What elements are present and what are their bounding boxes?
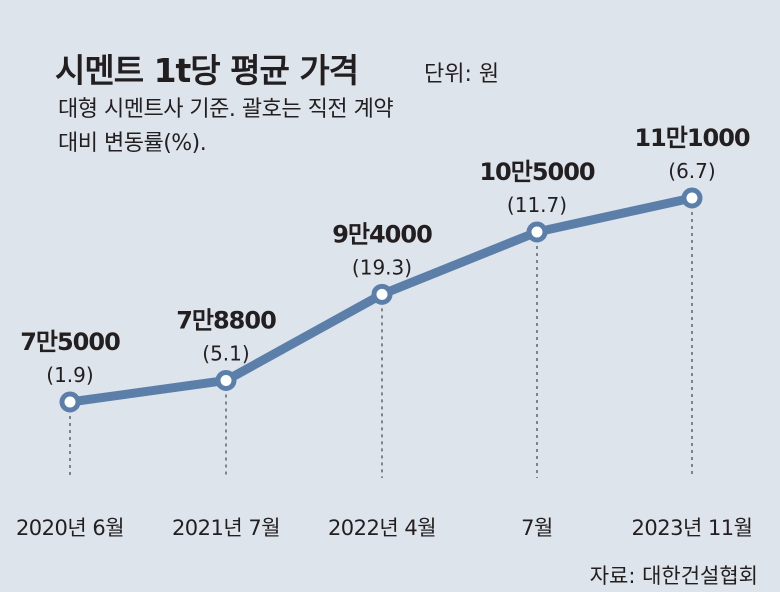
chart-title: 시멘트 1t당 평균 가격 — [55, 51, 359, 90]
value-label: 7만8800 — [176, 306, 276, 334]
change-label: (19.3) — [352, 255, 412, 279]
subtitle-line: 대형 시멘트사 기준. 괄호는 직전 계약 — [58, 97, 394, 122]
change-label: (1.9) — [46, 363, 93, 387]
data-point — [681, 187, 703, 209]
x-tick-label: 2023년 11월 — [632, 516, 753, 540]
unit-label: 단위: 원 — [424, 62, 500, 87]
change-label: (5.1) — [202, 341, 249, 365]
data-point — [371, 283, 393, 305]
data-point — [59, 391, 81, 413]
x-tick-label: 2022년 4월 — [328, 516, 436, 540]
x-tick-label: 7월 — [521, 516, 553, 540]
chart-subtitle: 대형 시멘트사 기준. 괄호는 직전 계약 대비 변동률(%). — [58, 93, 394, 161]
value-label: 7만5000 — [20, 328, 120, 356]
x-tick-label: 2021년 7월 — [172, 516, 280, 540]
x-tick-label: 2020년 6월 — [16, 516, 124, 540]
data-point — [526, 221, 548, 243]
source-note: 자료: 대한건설협회 — [589, 564, 758, 588]
value-label: 11만1000 — [634, 124, 750, 152]
change-label: (6.7) — [668, 159, 715, 183]
data-point — [215, 369, 237, 391]
value-label: 9만4000 — [332, 220, 432, 248]
subtitle-line: 대비 변동률(%). — [58, 131, 207, 156]
change-label: (11.7) — [507, 193, 567, 217]
value-label: 10만5000 — [479, 158, 595, 186]
